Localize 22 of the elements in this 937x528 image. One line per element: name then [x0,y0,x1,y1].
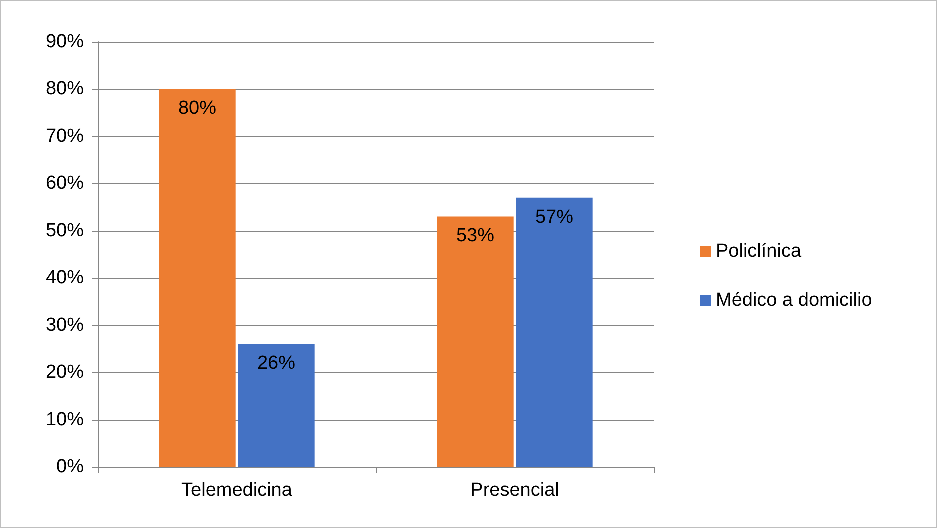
legend-label: Médico a domicilio [716,290,872,311]
data-label: 80% [178,98,217,120]
data-label: 26% [257,353,296,374]
y-tick-label: 20% [46,362,84,384]
y-tick-label: 80% [46,78,84,100]
y-tick-label: 40% [46,268,84,289]
data-label: 53% [456,226,495,247]
data-label: 57% [535,206,574,228]
legend-label: Policlínica [716,241,802,262]
bar [238,344,315,467]
bar [437,216,514,467]
y-tick-label: 70% [46,126,84,147]
y-tick-label: 50% [46,220,84,242]
y-tick-label: 60% [46,173,84,194]
y-tick-label: 0% [56,456,84,478]
bar [516,198,593,467]
x-tick-label: Presencial [470,480,560,501]
y-tick-label: 30% [46,314,84,336]
y-tick-label: 10% [46,409,84,430]
y-tick-label: 90% [46,32,84,52]
bar [159,89,236,467]
x-tick-label: Telemedicina [182,480,293,501]
